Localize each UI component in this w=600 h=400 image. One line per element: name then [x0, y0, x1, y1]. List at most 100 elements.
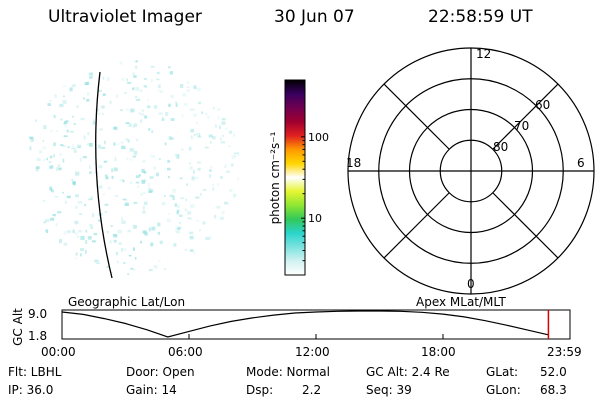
- emission-speck: [135, 87, 140, 91]
- emission-speck: [233, 152, 239, 155]
- emission-speck: [220, 176, 223, 180]
- emission-speck: [135, 181, 140, 184]
- emission-speck: [65, 120, 69, 123]
- emission-speck: [184, 208, 187, 211]
- emission-speck: [84, 249, 87, 254]
- emission-speck: [195, 219, 200, 222]
- emission-speck: [164, 142, 167, 146]
- emission-speck: [72, 181, 76, 186]
- emission-speck: [87, 236, 92, 240]
- emission-speck: [62, 145, 66, 148]
- emission-speck: [125, 108, 130, 111]
- x-tick-label-1200: 12:00: [295, 345, 330, 359]
- emission-speck: [238, 151, 240, 156]
- emission-speck: [108, 186, 111, 190]
- emission-speck: [110, 224, 113, 228]
- emission-speck: [168, 66, 171, 69]
- emission-speck: [189, 162, 191, 165]
- emission-speck: [55, 223, 58, 227]
- emission-speck: [181, 148, 184, 151]
- emission-speck: [115, 194, 119, 197]
- emission-speck: [180, 84, 184, 88]
- emission-speck: [59, 239, 62, 244]
- emission-speck: [205, 237, 210, 240]
- emission-speck: [169, 137, 174, 140]
- emission-speck: [148, 190, 153, 193]
- emission-speck: [114, 126, 118, 131]
- emission-speck: [36, 166, 40, 169]
- emission-speck: [153, 264, 158, 269]
- emission-speck: [98, 165, 103, 169]
- emission-speck: [161, 240, 163, 245]
- emission-speck: [219, 216, 224, 220]
- emission-speck: [211, 183, 215, 186]
- emission-speck: [71, 147, 76, 150]
- emission-speck: [155, 172, 160, 177]
- emission-speck: [149, 176, 154, 179]
- emission-speck: [182, 93, 187, 97]
- emission-speck: [159, 240, 162, 244]
- emission-speck: [76, 235, 80, 238]
- emission-speck: [149, 188, 154, 193]
- emission-speck: [64, 124, 68, 128]
- emission-speck: [231, 155, 235, 159]
- emission-speck: [104, 203, 109, 206]
- emission-speck: [71, 115, 74, 118]
- emission-speck: [72, 229, 75, 233]
- emission-speck: [199, 193, 202, 196]
- emission-speck: [221, 118, 226, 121]
- emission-speck: [66, 230, 72, 234]
- emission-speck: [57, 164, 61, 168]
- emission-speck: [43, 221, 46, 224]
- emission-speck: [29, 136, 34, 139]
- emission-speck: [99, 215, 101, 220]
- emission-speck: [48, 161, 52, 164]
- emission-speck: [79, 213, 82, 215]
- emission-speck: [186, 80, 189, 85]
- emission-speck: [146, 98, 150, 101]
- emission-speck: [134, 123, 138, 127]
- emission-speck: [148, 227, 151, 232]
- emission-speck: [66, 129, 69, 133]
- emission-speck: [118, 242, 122, 245]
- emission-speck: [167, 212, 170, 216]
- emission-speck: [62, 100, 67, 104]
- emission-speck: [150, 242, 154, 247]
- emission-speck: [127, 273, 130, 275]
- emission-speck: [212, 107, 215, 110]
- emission-speck: [201, 111, 204, 114]
- status-dsp-value: 2.2: [302, 383, 322, 397]
- emission-speck: [90, 226, 93, 229]
- emission-speck: [234, 155, 237, 158]
- emission-speck: [233, 193, 237, 198]
- emission-speck: [190, 135, 193, 140]
- emission-speck: [135, 99, 141, 101]
- emission-speck: [119, 61, 123, 65]
- colorbar-tick-label: 100: [308, 131, 329, 144]
- emission-speck: [144, 178, 147, 183]
- emission-speck: [185, 198, 188, 202]
- emission-speck: [178, 221, 182, 225]
- emission-speck: [193, 85, 197, 89]
- emission-speck: [165, 112, 169, 116]
- emission-speck: [141, 112, 144, 117]
- emission-speck: [117, 143, 120, 146]
- emission-speck: [161, 202, 166, 206]
- emission-speck: [151, 78, 153, 83]
- emission-speck: [98, 112, 101, 115]
- emission-speck: [93, 119, 95, 122]
- emission-speck: [192, 169, 195, 174]
- emission-speck: [74, 232, 78, 235]
- emission-speck: [56, 167, 59, 171]
- emission-speck: [139, 89, 143, 92]
- emission-speck: [84, 204, 87, 207]
- emission-speck: [88, 198, 92, 201]
- x-tick-label-2359: 23:59: [547, 345, 582, 359]
- emission-speck: [98, 144, 101, 149]
- x-tick-label-0600: 06:00: [168, 345, 203, 359]
- emission-speck: [132, 72, 136, 76]
- emission-speck: [93, 232, 98, 236]
- emission-speck: [132, 268, 136, 271]
- emission-speck: [204, 146, 209, 149]
